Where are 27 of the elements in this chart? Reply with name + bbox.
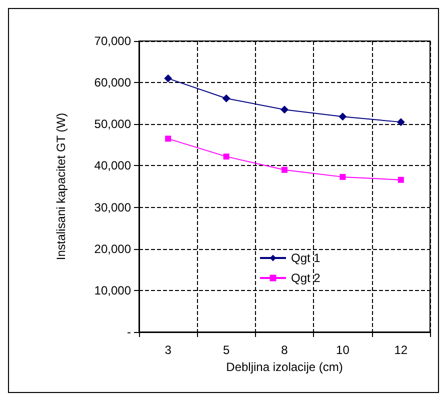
x-tick-label: 8 <box>281 343 288 357</box>
point <box>282 166 288 173</box>
point <box>280 106 288 114</box>
y-tick-label: 50,000 <box>94 117 132 132</box>
point <box>222 94 230 102</box>
point <box>396 118 405 126</box>
point <box>398 176 404 183</box>
point <box>165 136 172 142</box>
legend-label: Qgt 2 <box>291 271 321 285</box>
y-tick-label: 70,000 <box>94 34 132 48</box>
point <box>164 74 172 82</box>
y-tick-label: 60,000 <box>94 76 132 90</box>
y-tick-label: 20,000 <box>94 242 132 256</box>
x-tick-label: 10 <box>336 343 350 357</box>
point <box>338 112 347 121</box>
x-tick-label: 5 <box>222 343 230 357</box>
point <box>340 174 346 180</box>
x-tick-label: 3 <box>164 343 172 357</box>
y-tick-label: - <box>127 325 131 339</box>
y-tick-label: 40,000 <box>94 158 132 173</box>
point <box>223 154 230 160</box>
y-tick-label: 10,000 <box>94 283 132 298</box>
x-tick-label: 12 <box>394 343 408 357</box>
y-axis-title: Instalisani kapacitet GT (W) <box>54 112 68 260</box>
y-tick-label: 30,000 <box>94 200 132 214</box>
x-axis-title: Debljina izolacije (cm) <box>226 360 343 374</box>
legend-label: Qgt 1 <box>291 251 321 265</box>
